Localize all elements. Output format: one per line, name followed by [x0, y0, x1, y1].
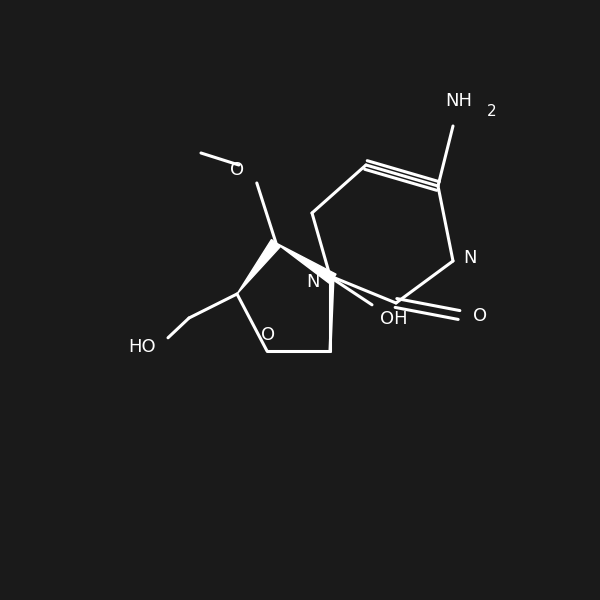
- Text: OH: OH: [380, 310, 408, 328]
- Text: O: O: [261, 326, 275, 344]
- Polygon shape: [276, 243, 336, 284]
- Text: HO: HO: [128, 338, 156, 356]
- Polygon shape: [237, 239, 281, 294]
- Text: O: O: [230, 161, 244, 179]
- Text: N: N: [307, 273, 320, 291]
- Text: 2: 2: [487, 103, 497, 118]
- Text: O: O: [473, 307, 487, 325]
- Text: NH: NH: [445, 92, 473, 110]
- Text: N: N: [463, 249, 476, 267]
